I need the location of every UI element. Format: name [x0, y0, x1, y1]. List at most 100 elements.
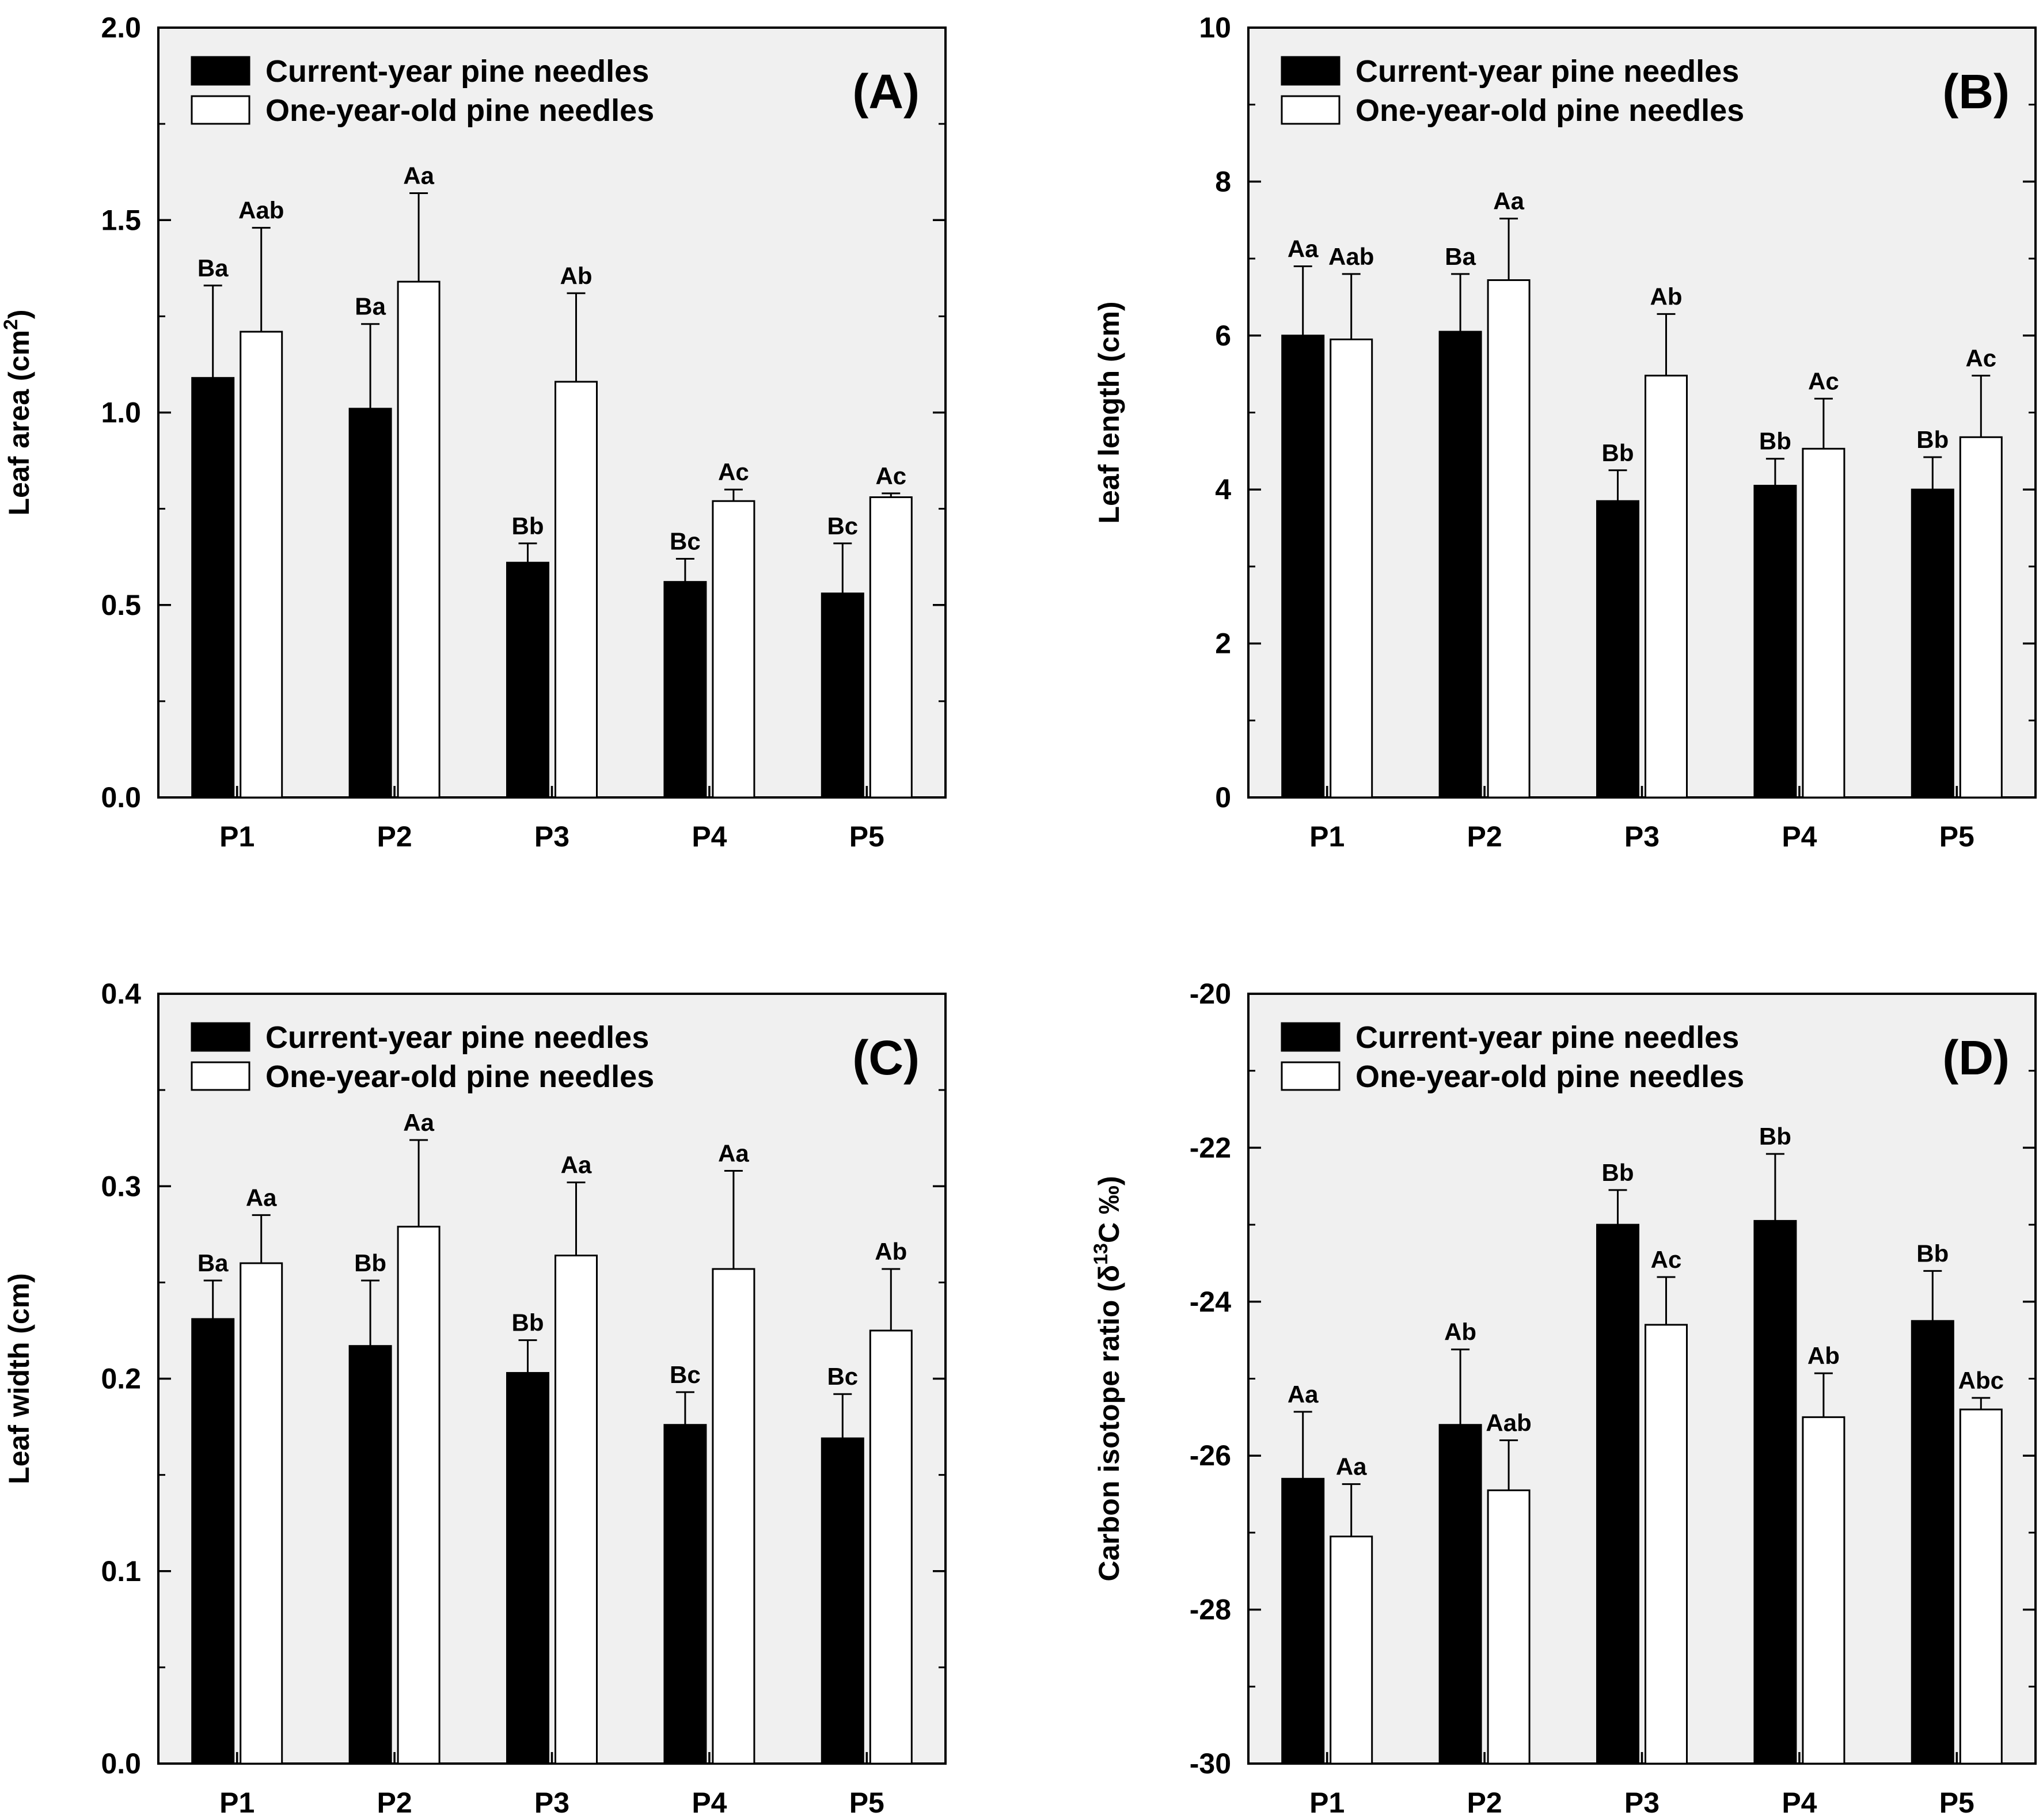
bar-current-year: [506, 561, 549, 799]
x-tick-label: P2: [377, 1787, 412, 1819]
bar-current-year: [506, 1371, 549, 1765]
significance-label: Aab: [238, 197, 284, 224]
x-tick-label: P5: [1939, 1787, 1974, 1819]
significance-label: Ac: [875, 462, 906, 489]
significance-label: Bc: [670, 528, 701, 555]
y-axis-title-superscript: 2: [0, 319, 22, 330]
bar-current-year: [1438, 330, 1482, 799]
significance-label: Ab: [560, 262, 593, 289]
bar-one-year-old: [1645, 374, 1688, 799]
legend-swatch-current-year: [191, 56, 250, 86]
y-tick-label: 0: [1215, 781, 1231, 814]
significance-label: Aa: [403, 162, 434, 189]
y-tick-label: 0.1: [101, 1555, 141, 1587]
y-tick-label: 0.0: [101, 781, 141, 814]
significance-label: Bb: [1916, 1240, 1949, 1267]
bar-one-year-old: [397, 280, 441, 799]
significance-label: Aa: [1336, 1453, 1367, 1480]
bar-current-year: [663, 1424, 707, 1765]
x-tick-label: P1: [1309, 1787, 1345, 1819]
x-tick-label: P4: [692, 820, 727, 853]
legend-label-one-year-old: One-year-old pine needles: [1355, 1059, 1744, 1094]
significance-label: Aa: [718, 1140, 749, 1167]
significance-label: Aab: [1328, 243, 1374, 270]
significance-label: Aa: [1288, 235, 1319, 262]
x-tick-label: P2: [377, 820, 412, 853]
legend-label-current-year: Current-year pine needles: [1355, 54, 1739, 89]
panel-label: (B): [1942, 64, 2010, 119]
legend-swatch-one-year-old: [191, 95, 250, 125]
significance-label: Ba: [198, 1249, 229, 1276]
significance-label: Bb: [1602, 439, 1634, 466]
bar-one-year-old: [1959, 1408, 2003, 1765]
bar-one-year-old: [240, 1262, 283, 1765]
y-tick-label: 0.3: [101, 1170, 141, 1202]
significance-label: Ac: [718, 458, 749, 485]
bar-current-year: [348, 408, 392, 799]
significance-label: Abc: [1958, 1367, 2004, 1394]
bar-current-year: [348, 1345, 392, 1765]
chart-panel-a: 0.0 0.5 1.0 1.5 2.0 P1 Ba Aab P2 Ba Aa P3 Bb Ab P4 Bc Ac…: [0, 12, 947, 853]
significance-label: Bb: [512, 1309, 544, 1336]
bar-one-year-old: [1959, 436, 2003, 799]
y-axis-title-part: Leaf area (cm: [3, 330, 35, 515]
bar-one-year-old: [397, 1225, 441, 1765]
significance-label: Aa: [1493, 188, 1524, 215]
bar-one-year-old: [1487, 1489, 1531, 1765]
bar-one-year-old: [712, 500, 755, 799]
panel-label: (C): [852, 1031, 920, 1085]
legend-swatch-current-year: [1281, 1022, 1341, 1052]
y-axis-title: Leaf width (cm): [3, 1273, 35, 1484]
significance-label: Bb: [354, 1249, 386, 1276]
y-axis-title: Leaf length (cm): [1093, 301, 1125, 523]
y-tick-label: 0.4: [101, 978, 141, 1010]
x-tick-label: P2: [1467, 820, 1502, 853]
y-tick-label: 8: [1215, 165, 1231, 197]
x-tick-label: P3: [1624, 820, 1660, 853]
significance-label: Bc: [827, 1363, 858, 1390]
bar-current-year: [1438, 1424, 1482, 1765]
x-tick-label: P4: [1782, 820, 1817, 853]
x-tick-label: P4: [1782, 1787, 1817, 1819]
y-tick-label: 10: [1199, 12, 1231, 44]
bar-one-year-old: [869, 1329, 913, 1765]
bar-current-year: [821, 592, 864, 799]
y-axis-title-part: ): [3, 310, 35, 320]
x-tick-label: P5: [1939, 820, 1974, 853]
bar-current-year: [1596, 500, 1639, 799]
bar-one-year-old: [869, 496, 913, 799]
significance-label: Bb: [1602, 1159, 1634, 1186]
panel-label: (D): [1942, 1031, 2010, 1085]
legend-swatch-current-year: [1281, 56, 1341, 86]
x-tick-label: P5: [849, 820, 884, 853]
bar-one-year-old: [555, 1255, 598, 1765]
y-tick-label: 4: [1215, 473, 1231, 506]
y-axis-title-part: Leaf width (cm): [3, 1273, 35, 1484]
y-tick-label: 0.0: [101, 1747, 141, 1780]
x-tick-label: P4: [692, 1787, 727, 1819]
x-tick-label: P2: [1467, 1787, 1502, 1819]
significance-label: Ab: [1650, 283, 1683, 310]
bar-one-year-old: [1330, 1536, 1373, 1765]
chart-panel-b: 0 2 4 6 8 10 P1 Aa Aab P2 Ba Aa P3 Bb Ab P4 Bb Ac P5 Bb Ac Cu…: [1093, 12, 2037, 853]
legend-label-current-year: Current-year pine needles: [265, 1020, 649, 1055]
bar-one-year-old: [1330, 338, 1373, 799]
significance-label: Aa: [246, 1184, 277, 1211]
significance-label: Ba: [1445, 243, 1476, 270]
bar-current-year: [1911, 488, 1954, 799]
bar-one-year-old: [1487, 279, 1531, 799]
legend-swatch-current-year: [191, 1022, 250, 1052]
y-tick-label: 1.0: [101, 397, 141, 429]
bar-current-year: [663, 581, 707, 799]
significance-label: Bb: [1916, 426, 1949, 453]
chart-panel-c: 0.0 0.1 0.2 0.3 0.4 P1 Ba Aa P2 Bb Aa P3 Bb Aa P4 Bc Aa P…: [3, 978, 947, 1819]
y-tick-label: -24: [1190, 1286, 1231, 1318]
bar-one-year-old: [1802, 1416, 1845, 1765]
significance-label: Ba: [198, 254, 229, 282]
significance-label: Aa: [1288, 1381, 1319, 1408]
y-tick-label: -22: [1190, 1131, 1231, 1164]
legend-label-current-year: Current-year pine needles: [1355, 1020, 1739, 1055]
legend-label-one-year-old: One-year-old pine needles: [265, 1059, 654, 1094]
legend-label-one-year-old: One-year-old pine needles: [1355, 93, 1744, 128]
y-axis-title: Carbon isotope ratio (δ13C ‰): [1090, 1176, 1125, 1581]
